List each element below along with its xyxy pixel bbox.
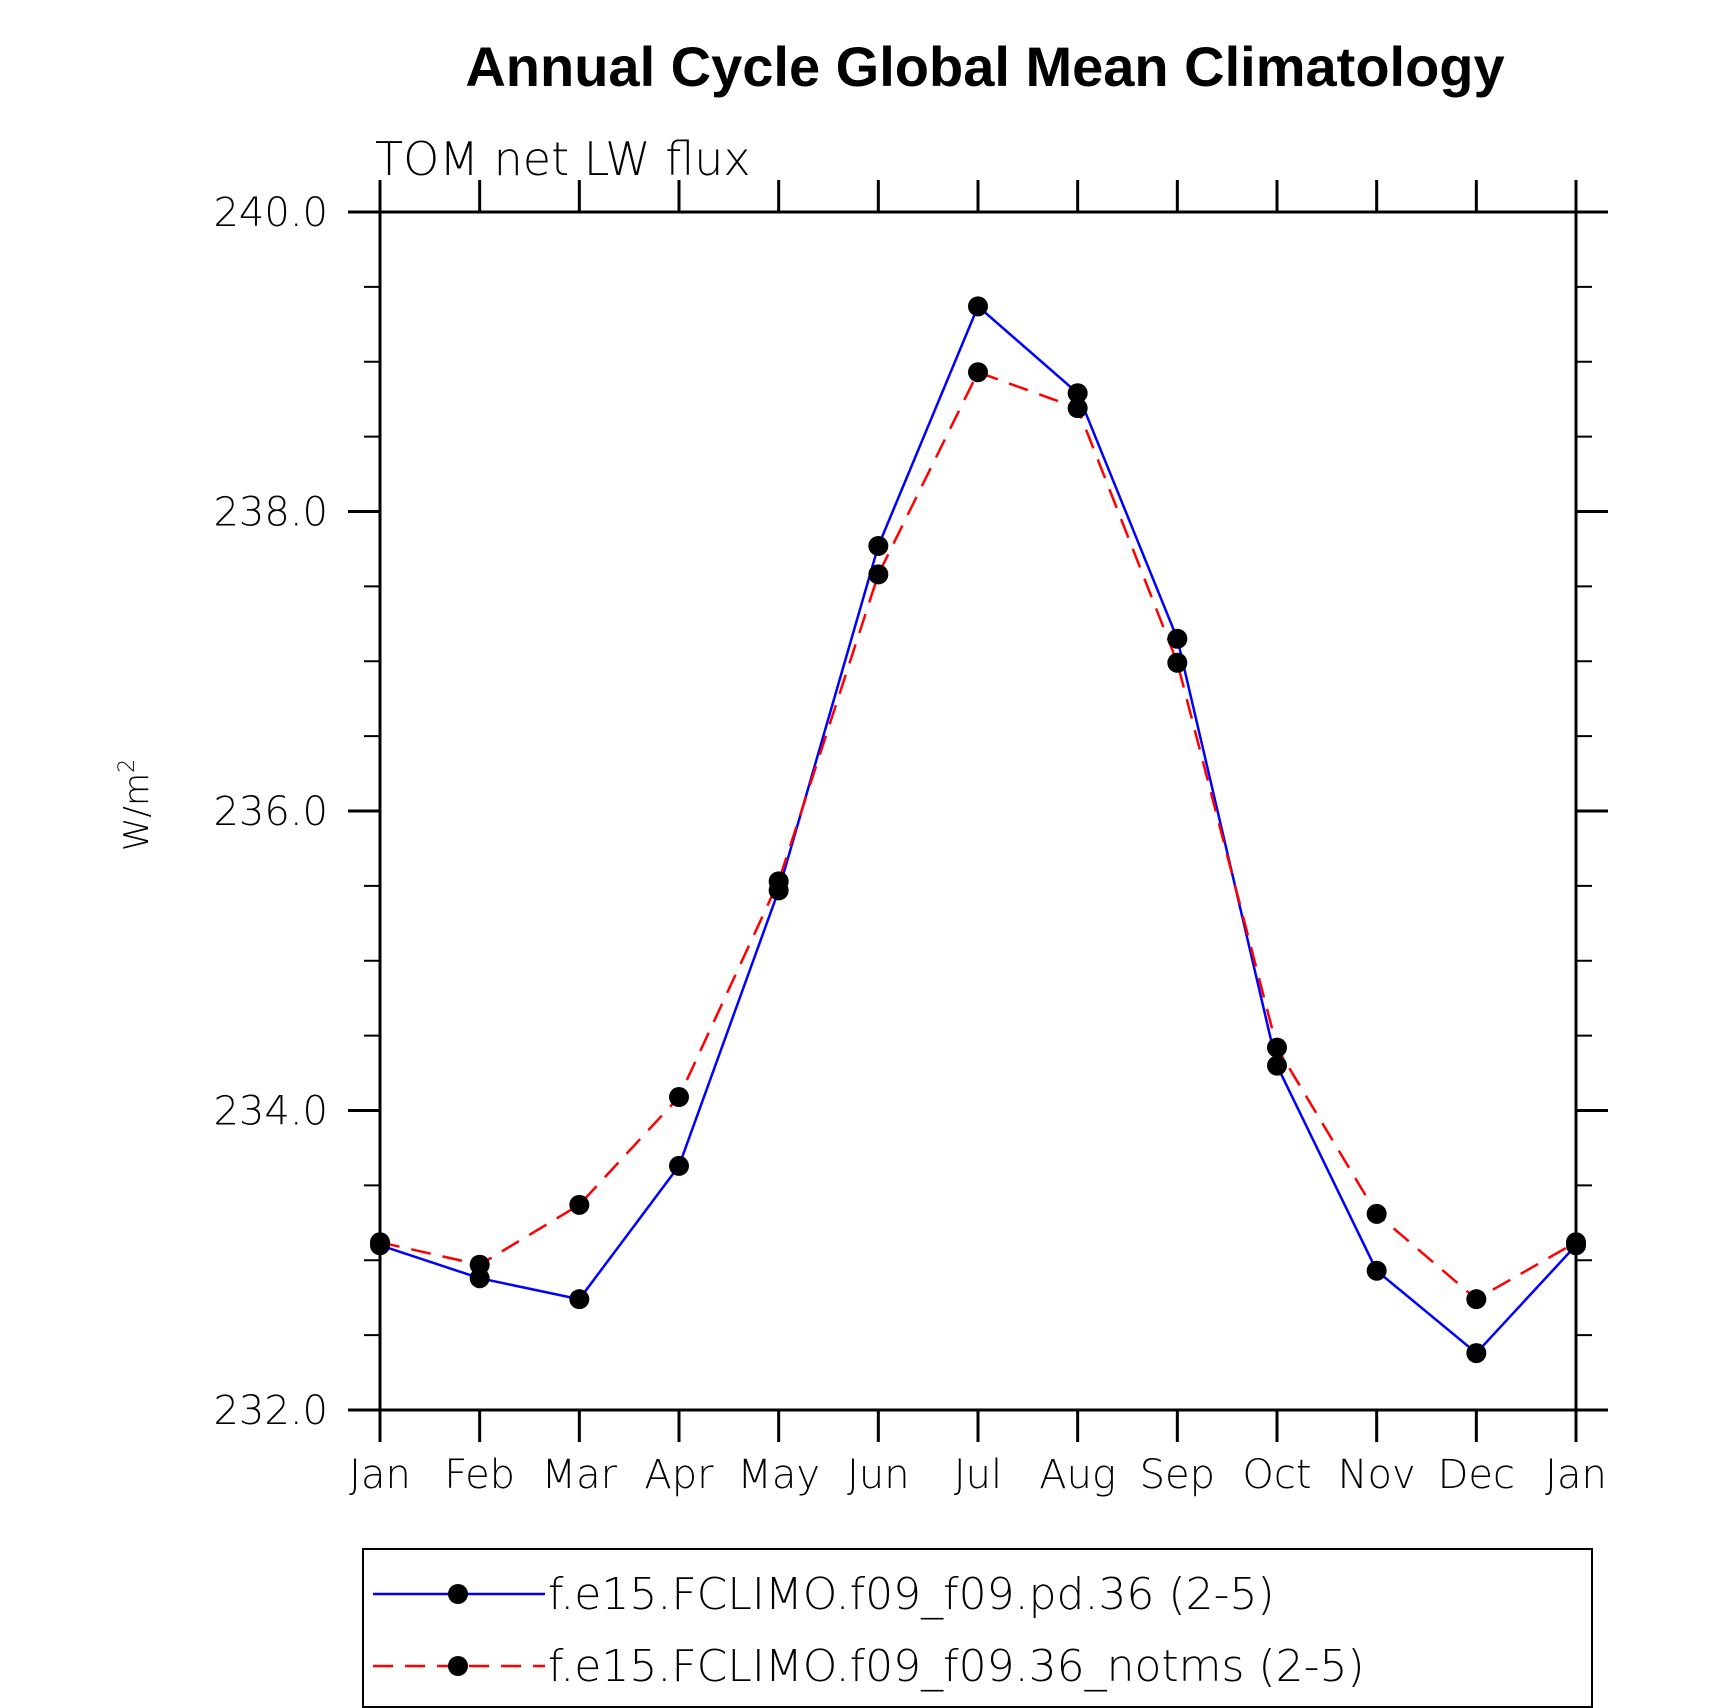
series-2-point-4 bbox=[768, 871, 789, 892]
x-tick-label-12: Jan bbox=[1545, 1452, 1607, 1498]
series-2-point-3 bbox=[669, 1087, 689, 1108]
chart-title: Annual Cycle Global Mean Climatology bbox=[465, 35, 1504, 98]
series-2-point-5 bbox=[868, 564, 889, 585]
series-1-point-2 bbox=[569, 1289, 590, 1310]
series-2-point-2 bbox=[569, 1194, 590, 1215]
series-line-2 bbox=[379, 370, 1577, 1301]
series-2-point-7 bbox=[1067, 398, 1088, 419]
series-2-point-6 bbox=[968, 362, 988, 383]
series-1-point-11 bbox=[1466, 1343, 1487, 1364]
series-1-point-3 bbox=[669, 1155, 689, 1176]
series-2-point-8 bbox=[1167, 652, 1188, 673]
x-tick-label-10: Nov bbox=[1338, 1452, 1416, 1498]
series-line-1 bbox=[379, 304, 1577, 1355]
series-1-point-10 bbox=[1366, 1260, 1387, 1281]
series-1-point-7 bbox=[1067, 383, 1088, 404]
y-tick-label-2: 236.0 bbox=[213, 789, 328, 835]
legend: f.e15.FCLIMO.f09_f09.pd.36 (2-5) f.e15.F… bbox=[362, 1548, 1593, 1708]
x-tick-label-11: Dec bbox=[1438, 1452, 1515, 1498]
chart-subtitle: TOM net LW flux bbox=[375, 132, 751, 186]
series-2-point-9 bbox=[1267, 1037, 1287, 1058]
x-tick-label-0: Jan bbox=[349, 1452, 411, 1498]
series-1-point-9 bbox=[1267, 1055, 1287, 1076]
series-1-point-6 bbox=[968, 296, 988, 317]
series-1-point-8 bbox=[1167, 628, 1188, 649]
x-tick-label-5: Jun bbox=[847, 1452, 910, 1498]
series-2-point-10 bbox=[1366, 1203, 1387, 1224]
y-tick-label-4: 240.0 bbox=[213, 190, 328, 236]
series-layer bbox=[370, 296, 1586, 1364]
legend-marker-series-1 bbox=[448, 1584, 468, 1604]
series-2-point-11 bbox=[1466, 1289, 1487, 1310]
x-tick-label-4: May bbox=[737, 1452, 820, 1498]
y-tick-label-1: 234.0 bbox=[213, 1089, 328, 1135]
legend-marker-series-2 bbox=[448, 1656, 468, 1676]
y-tick-label-3: 238.0 bbox=[213, 490, 328, 536]
x-tick-label-2: Mar bbox=[542, 1452, 618, 1498]
x-tick-label-3: Apr bbox=[644, 1452, 714, 1498]
x-tick-label-9: Oct bbox=[1242, 1452, 1311, 1498]
series-1-point-5 bbox=[868, 535, 889, 556]
y-tick-label-0: 232.0 bbox=[213, 1388, 328, 1434]
legend-label-series-1: f.e15.FCLIMO.f09_f09.pd.36 (2-5) bbox=[548, 1569, 1275, 1620]
legend-box bbox=[362, 1548, 1593, 1708]
x-tick-label-1: Feb bbox=[444, 1452, 515, 1498]
x-tick-label-7: Aug bbox=[1039, 1452, 1116, 1498]
x-tick-label-8: Sep bbox=[1140, 1452, 1215, 1498]
axes: Jan Feb Mar Apr May Jun Jul Aug Sep Oct Nov Dec Jan 2… bbox=[213, 180, 1608, 1498]
legend-label-series-2: f.e15.FCLIMO.f09_f09.36_notms (2-5) bbox=[548, 1641, 1365, 1692]
series-2-point-0 bbox=[370, 1232, 390, 1253]
series-2-point-12 bbox=[1566, 1232, 1586, 1253]
x-tick-label-6: Jul bbox=[954, 1452, 1002, 1498]
y-axis-label: W/m2 bbox=[115, 759, 157, 851]
series-2-point-1 bbox=[469, 1254, 490, 1275]
